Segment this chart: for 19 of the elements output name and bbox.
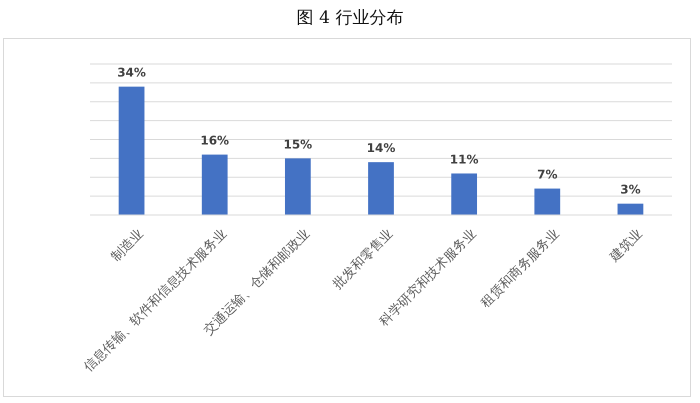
x-tick-label: 建筑业	[606, 226, 645, 265]
data-label: 16%	[200, 134, 230, 148]
bar	[451, 173, 478, 215]
data-label: 14%	[366, 141, 396, 156]
bar	[368, 162, 394, 215]
data-label: 15%	[283, 137, 312, 152]
x-tick-label: 批发和零售业	[330, 226, 396, 292]
data-label: 3%	[620, 182, 641, 197]
bar	[534, 188, 560, 215]
chart-title: 图 4 行业分布	[296, 8, 404, 28]
data-label: 7%	[537, 168, 558, 182]
bar	[118, 86, 144, 215]
bar	[618, 204, 644, 215]
data-label: 34%	[117, 66, 146, 80]
data-label: 11%	[450, 152, 479, 166]
x-tick-label: 租赁和商务服务业	[478, 226, 562, 310]
x-tick-label: 制造业	[108, 226, 146, 264]
bar	[202, 154, 228, 215]
bar	[284, 158, 311, 215]
